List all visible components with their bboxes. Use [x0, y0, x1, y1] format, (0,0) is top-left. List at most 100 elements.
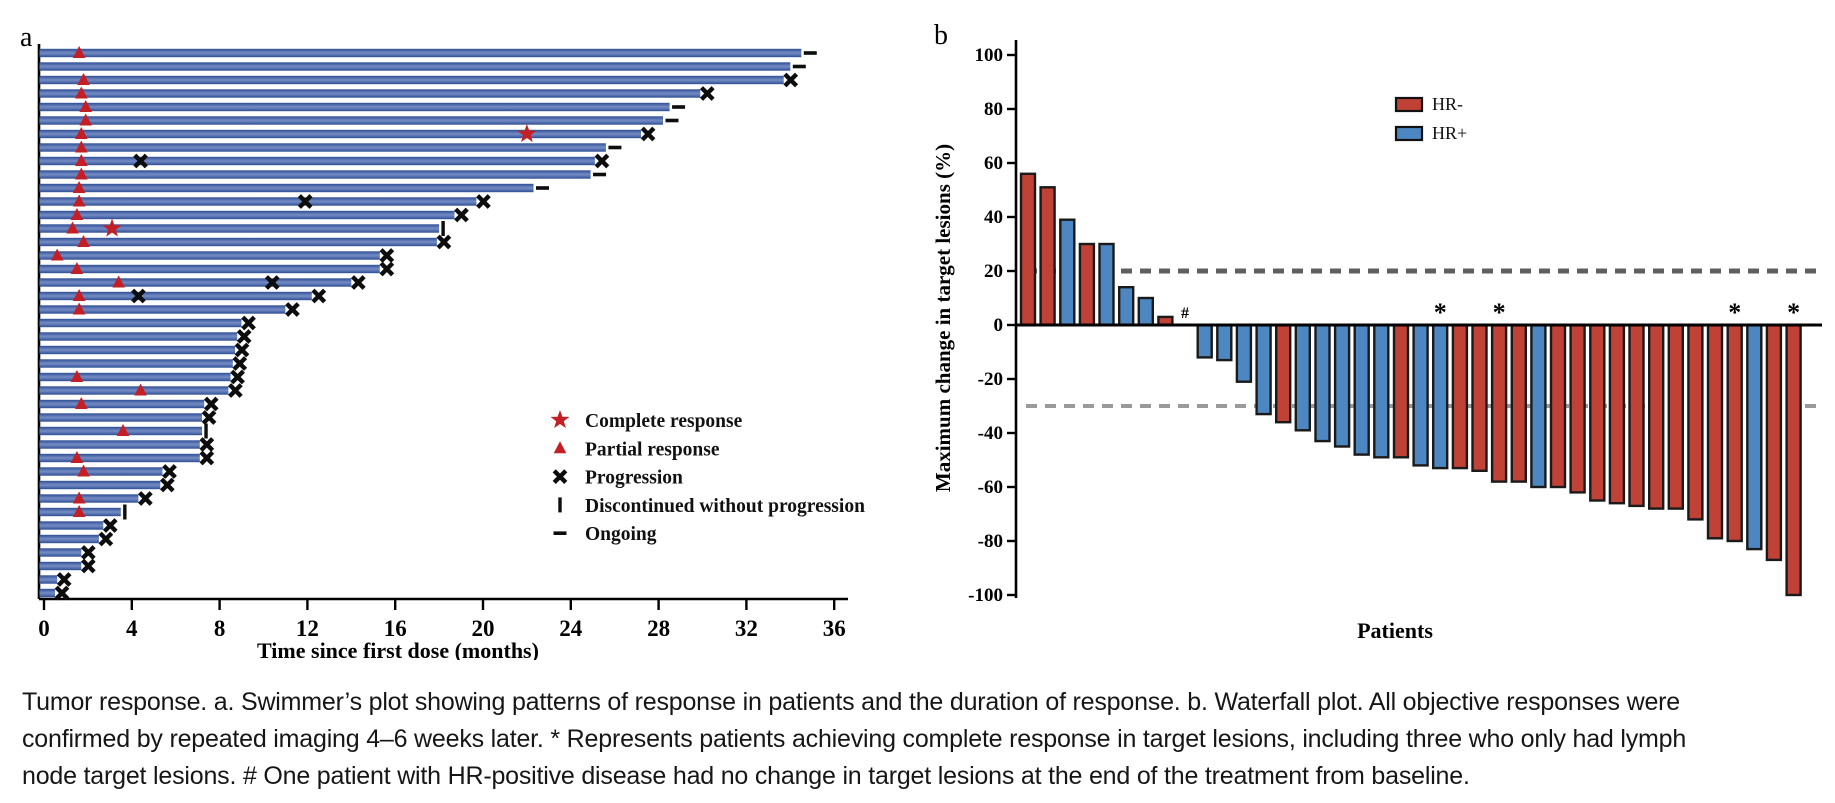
x-axis-tick-label: 16 [384, 616, 407, 641]
partial-response-triangle-icon [75, 86, 88, 99]
progression-x-icon [203, 396, 219, 412]
partial-response-triangle-icon [70, 370, 84, 382]
progression-x-icon [436, 234, 452, 250]
progression-x-icon [232, 356, 248, 371]
panel-b-label: b [934, 20, 948, 51]
panel-b-x-axis-title: Patients [1357, 618, 1433, 643]
partial-response-triangle-icon [79, 113, 93, 126]
waterfall-bar [1530, 323, 1547, 489]
panel-a-swimmer-plot: a 0 4 8 12 16 20 24 28 32 36 Time since first dose … [20, 22, 848, 663]
legend-item-label: Complete response [585, 411, 743, 432]
patient-bar [39, 440, 200, 449]
panel-a-legend: Complete response Partial response Progres… [550, 410, 865, 545]
partial-response-triangle-icon [112, 275, 125, 288]
waterfall-bar [1196, 323, 1213, 359]
y-axis-tick-label: 20 [984, 261, 1003, 282]
progression-x-icon [162, 464, 177, 479]
waterfall-bar [1490, 323, 1508, 483]
x-axis-tick-label: 36 [823, 616, 846, 641]
partial-response-triangle-icon [70, 208, 84, 220]
progression-x-icon [102, 518, 118, 533]
waterfall-bar [1314, 323, 1331, 443]
partial-response-triangle-icon [75, 154, 88, 166]
caption-line-3: node target lesions. # One patient with … [22, 762, 1470, 790]
waterfall-bar [1274, 323, 1292, 424]
partial-response-triangle-icon [66, 221, 79, 234]
partial-response-triangle-icon [70, 451, 84, 463]
waterfall-bar [1137, 296, 1155, 327]
complete-response-star-icon [550, 410, 570, 429]
progression-x-icon [379, 261, 395, 277]
caption-line-2: confirmed by repeated imaging 4–6 weeks … [22, 725, 1687, 753]
patient-bar [39, 210, 455, 220]
partial-response-triangle-icon [553, 441, 567, 454]
waterfall-bar [1294, 323, 1312, 432]
waterfall-bar [1549, 323, 1567, 489]
patient-bar [39, 305, 286, 314]
legend-item-label: Partial response [585, 439, 720, 460]
legend-item-label: HR- [1432, 94, 1463, 114]
progression-x-icon [285, 302, 300, 317]
waterfall-bar [1589, 323, 1606, 502]
patient-bar [39, 534, 99, 544]
waterfall-bar [1019, 172, 1037, 327]
partial-response-triangle-icon [77, 464, 90, 477]
progression-x-icon [236, 329, 252, 344]
y-axis-tick-label: 0 [994, 315, 1004, 336]
patient-bar [39, 197, 477, 206]
legend-item-label: Progression [585, 468, 683, 489]
waterfall-bar [1451, 323, 1469, 470]
progression-x-icon [80, 545, 96, 560]
progression-x-icon [228, 383, 243, 398]
partial-response-triangle-icon [134, 383, 147, 396]
panel-b-waterfall-plot: b 100 80 60 40 20 0 -20 -40 -60 -80 -100 # * * * * Maximu… [931, 20, 1822, 643]
patient-bar [39, 494, 139, 503]
discontinued-bar-icon [123, 504, 127, 520]
patient-bar [39, 413, 202, 422]
patient-bar [39, 332, 238, 341]
patient-bar [39, 62, 791, 71]
partial-response-triangle-icon [72, 46, 86, 58]
waterfall-bar [1098, 242, 1115, 327]
legend-item-label: Discontinued without progression [585, 496, 865, 517]
patient-bar [39, 156, 595, 166]
panel-b-y-axis-title: Maximum change in target lesions (%) [931, 144, 955, 492]
partial-response-triangle-icon [72, 505, 86, 517]
x-axis-tick-label: 4 [126, 616, 138, 641]
patient-bar [39, 129, 641, 139]
progression-x-icon [552, 469, 568, 484]
patient-bar [39, 453, 200, 463]
patient-bar [39, 561, 82, 571]
partial-response-triangle-icon [77, 73, 90, 85]
legend-item-label: HR+ [1432, 123, 1467, 143]
x-axis-tick-label: 0 [38, 616, 50, 641]
y-axis-tick-label: -20 [978, 369, 1003, 390]
partial-response-triangle-icon [72, 194, 86, 207]
waterfall-bar [1059, 218, 1076, 327]
partial-response-triangle-icon [72, 302, 86, 315]
ongoing-dash-icon [792, 64, 806, 69]
patient-bar [39, 480, 161, 490]
patient-bar [39, 183, 534, 193]
progression-x-icon [379, 248, 395, 263]
ongoing-dash-icon [608, 145, 622, 150]
waterfall-bar [1569, 323, 1586, 494]
partial-response-triangle-icon [75, 127, 88, 139]
partial-response-triangle-icon [75, 167, 88, 180]
progression-x-icon [133, 153, 148, 169]
progression-x-icon [138, 491, 153, 506]
y-axis-tick-label: 60 [984, 153, 1003, 174]
complete-response-asterisk: * [1493, 298, 1506, 327]
ongoing-dash-icon [665, 118, 679, 123]
complete-response-asterisk: * [1787, 298, 1800, 327]
waterfall-bar [1628, 323, 1645, 508]
patient-bar [39, 318, 242, 328]
progression-x-icon [594, 153, 610, 169]
waterfall-bar [1216, 323, 1233, 362]
waterfall-bar [1412, 323, 1429, 467]
panel-a-x-axis-title: Time since first dose (months) [257, 638, 539, 660]
patient-bar [39, 48, 802, 58]
x-axis-tick-label: 20 [472, 616, 495, 641]
patient-bar [39, 467, 163, 476]
